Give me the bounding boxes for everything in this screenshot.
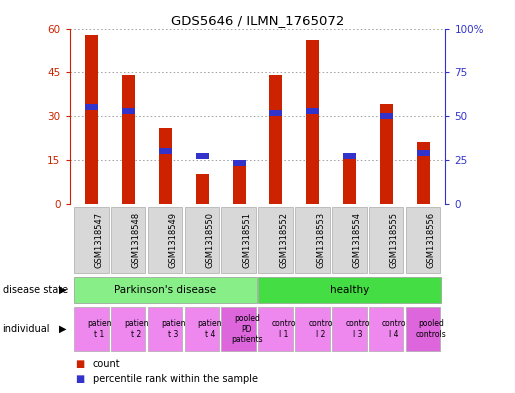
Text: GSM1318554: GSM1318554 [353, 212, 362, 268]
Bar [74, 307, 109, 351]
Bar [74, 207, 109, 273]
Text: patien
t 3: patien t 3 [161, 320, 185, 339]
Text: GSM1318547: GSM1318547 [95, 212, 104, 268]
Bar [196, 153, 209, 159]
Text: contro
l 1: contro l 1 [271, 320, 296, 339]
Bar [258, 277, 441, 303]
Bar [269, 75, 282, 204]
Bar [85, 35, 98, 204]
Text: patien
t 2: patien t 2 [124, 320, 148, 339]
Bar [406, 307, 440, 351]
Bar [196, 174, 209, 204]
Bar [111, 307, 145, 351]
Bar [306, 108, 319, 114]
Text: count: count [93, 358, 121, 369]
Text: GSM1318556: GSM1318556 [426, 212, 436, 268]
Text: GSM1318553: GSM1318553 [316, 212, 325, 268]
Text: ■: ■ [75, 374, 84, 384]
Bar [295, 207, 330, 273]
Text: individual: individual [3, 324, 50, 334]
Text: ▶: ▶ [59, 285, 66, 295]
Bar [221, 307, 256, 351]
Text: pooled
PD
patients: pooled PD patients [231, 314, 263, 344]
Text: ■: ■ [75, 358, 84, 369]
Bar [159, 148, 172, 154]
Bar [343, 153, 356, 159]
Text: disease state: disease state [3, 285, 67, 295]
Bar [233, 160, 246, 166]
Bar [159, 128, 172, 204]
Bar [343, 154, 356, 204]
Text: GSM1318551: GSM1318551 [243, 212, 251, 268]
Bar [332, 307, 367, 351]
Bar [295, 307, 330, 351]
Bar [380, 113, 393, 119]
Text: percentile rank within the sample: percentile rank within the sample [93, 374, 258, 384]
Text: pooled
controls: pooled controls [416, 320, 447, 339]
Text: GSM1318555: GSM1318555 [390, 212, 399, 268]
Text: ▶: ▶ [59, 324, 66, 334]
Text: patien
t 1: patien t 1 [87, 320, 112, 339]
Text: GSM1318549: GSM1318549 [168, 212, 178, 268]
Bar [306, 40, 319, 204]
Bar [332, 207, 367, 273]
Bar [233, 166, 246, 204]
Bar [380, 105, 393, 204]
Bar [269, 110, 282, 116]
Bar [417, 150, 430, 156]
Text: GSM1318550: GSM1318550 [205, 212, 214, 268]
Bar [148, 307, 182, 351]
Bar [122, 75, 135, 204]
Text: contro
l 2: contro l 2 [308, 320, 333, 339]
Text: contro
l 4: contro l 4 [382, 320, 406, 339]
Bar [74, 277, 257, 303]
Bar [417, 142, 430, 204]
Title: GDS5646 / ILMN_1765072: GDS5646 / ILMN_1765072 [171, 15, 344, 28]
Text: Parkinson's disease: Parkinson's disease [114, 285, 216, 295]
Bar [369, 207, 403, 273]
Bar [111, 207, 145, 273]
Text: GSM1318552: GSM1318552 [279, 212, 288, 268]
Bar [122, 108, 135, 114]
Bar [85, 105, 98, 110]
Bar [406, 207, 440, 273]
Bar [369, 307, 403, 351]
Text: GSM1318548: GSM1318548 [132, 212, 141, 268]
Text: healthy: healthy [330, 285, 369, 295]
Text: contro
l 3: contro l 3 [345, 320, 370, 339]
Text: patien
t 4: patien t 4 [198, 320, 222, 339]
Bar [258, 207, 293, 273]
Bar [148, 207, 182, 273]
Bar [258, 307, 293, 351]
Bar [184, 207, 219, 273]
Bar [184, 307, 219, 351]
Bar [221, 207, 256, 273]
